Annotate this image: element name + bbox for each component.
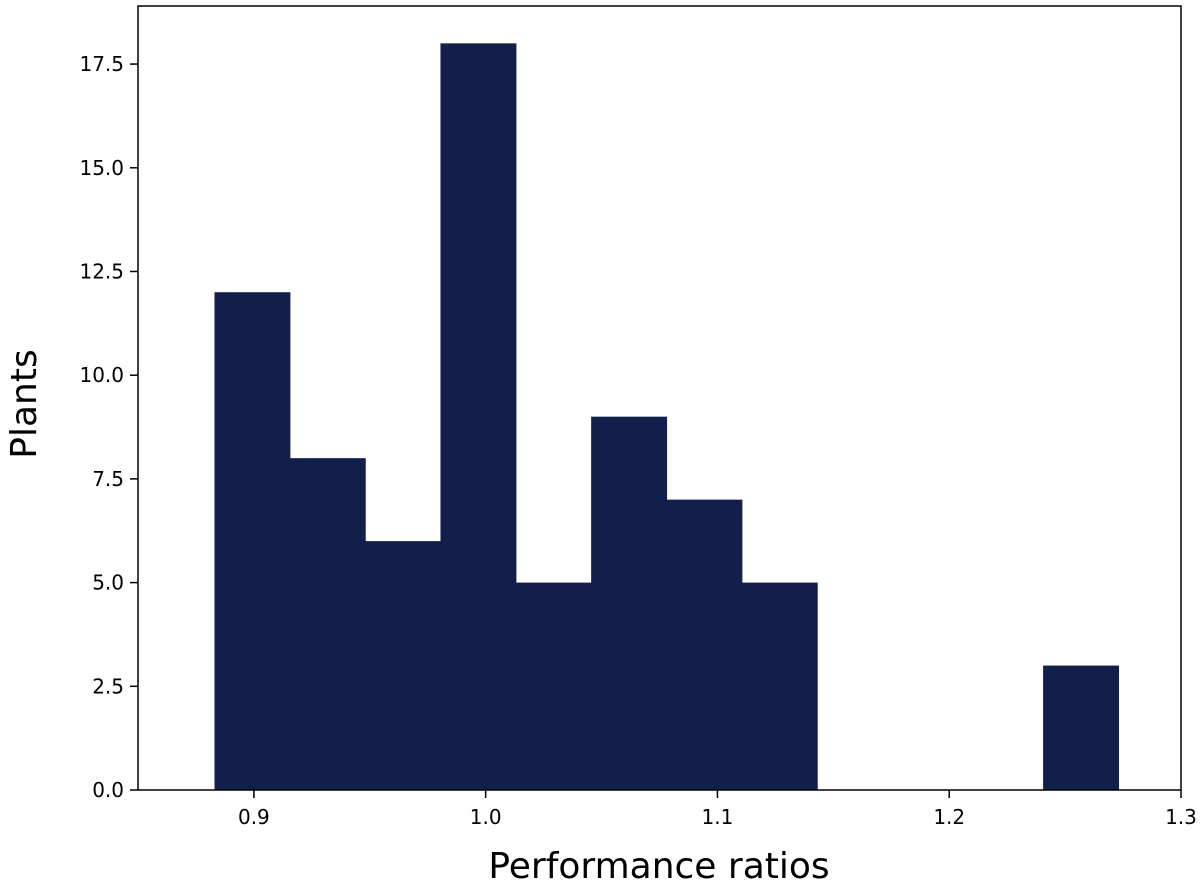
y-tick-label-4: 10.0 <box>79 363 124 387</box>
histogram-bar-5 <box>591 416 668 790</box>
y-axis-title: Plants <box>4 349 45 458</box>
y-tick-label-1: 2.5 <box>92 674 124 698</box>
x-axis-title: Performance ratios <box>488 846 829 886</box>
plot-frame <box>137 5 1182 791</box>
x-tick-label-4: 1.3 <box>1165 805 1197 829</box>
histogram-bar-0 <box>214 292 291 790</box>
y-tick-label-2: 5.0 <box>92 571 124 595</box>
x-tick-label-3: 1.2 <box>933 805 965 829</box>
histogram-bar-7 <box>741 582 818 790</box>
y-tick-label-0: 0.0 <box>92 778 124 802</box>
y-tick-label-5: 12.5 <box>79 259 124 283</box>
histogram-bar-6 <box>666 499 743 790</box>
histogram-bar-11 <box>1043 665 1120 790</box>
x-tick-label-0: 0.9 <box>238 805 270 829</box>
x-tick-label-1: 1.0 <box>470 805 502 829</box>
x-axis: 0.9 1.0 1.1 1.2 1.3 <box>238 790 1197 829</box>
bars-group <box>214 43 1120 790</box>
x-tick-label-2: 1.1 <box>702 805 734 829</box>
y-axis: 0.0 2.5 5.0 7.5 10.0 12.5 15.0 17.5 <box>79 52 138 802</box>
histogram-bar-1 <box>289 458 366 790</box>
y-tick-label-3: 7.5 <box>92 467 124 491</box>
y-tick-label-6: 15.0 <box>79 156 124 180</box>
histogram-bar-3 <box>440 43 517 790</box>
histogram-bar-4 <box>515 582 592 790</box>
y-tick-label-7: 17.5 <box>79 52 124 76</box>
histogram-bar-2 <box>365 541 442 790</box>
